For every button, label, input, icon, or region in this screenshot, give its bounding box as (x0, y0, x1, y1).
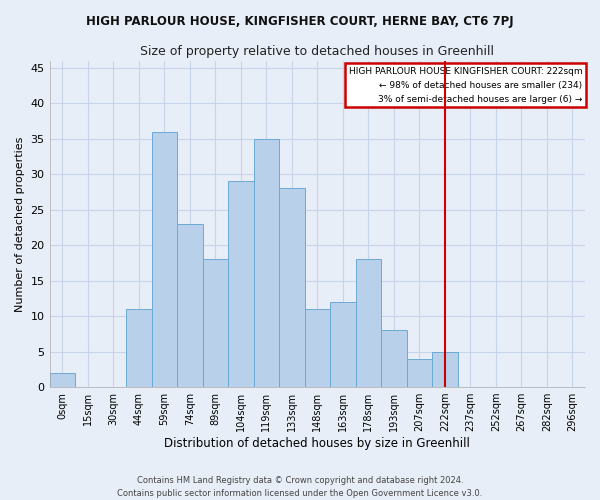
Bar (407, 358, 432, 387)
Bar (177, 224, 203, 387)
X-axis label: Distribution of detached houses by size in Greenhill: Distribution of detached houses by size … (164, 437, 470, 450)
Text: HIGH PARLOUR HOUSE KINGFISHER COURT: 222sqm
← 98% of detached houses are smaller: HIGH PARLOUR HOUSE KINGFISHER COURT: 222… (349, 67, 583, 104)
Bar (228, 181, 254, 387)
Bar (152, 132, 177, 387)
Bar (305, 309, 330, 387)
Y-axis label: Number of detached properties: Number of detached properties (15, 136, 25, 312)
Bar (50, 373, 75, 387)
Bar (432, 352, 458, 387)
Bar (203, 260, 228, 387)
Bar (279, 188, 305, 387)
Bar (381, 330, 407, 387)
Bar (356, 260, 381, 387)
Text: HIGH PARLOUR HOUSE, KINGFISHER COURT, HERNE BAY, CT6 7PJ: HIGH PARLOUR HOUSE, KINGFISHER COURT, HE… (86, 15, 514, 28)
Bar (254, 138, 279, 387)
Bar (126, 309, 152, 387)
Title: Size of property relative to detached houses in Greenhill: Size of property relative to detached ho… (140, 45, 494, 58)
Bar (330, 302, 356, 387)
Text: Contains HM Land Registry data © Crown copyright and database right 2024.
Contai: Contains HM Land Registry data © Crown c… (118, 476, 482, 498)
